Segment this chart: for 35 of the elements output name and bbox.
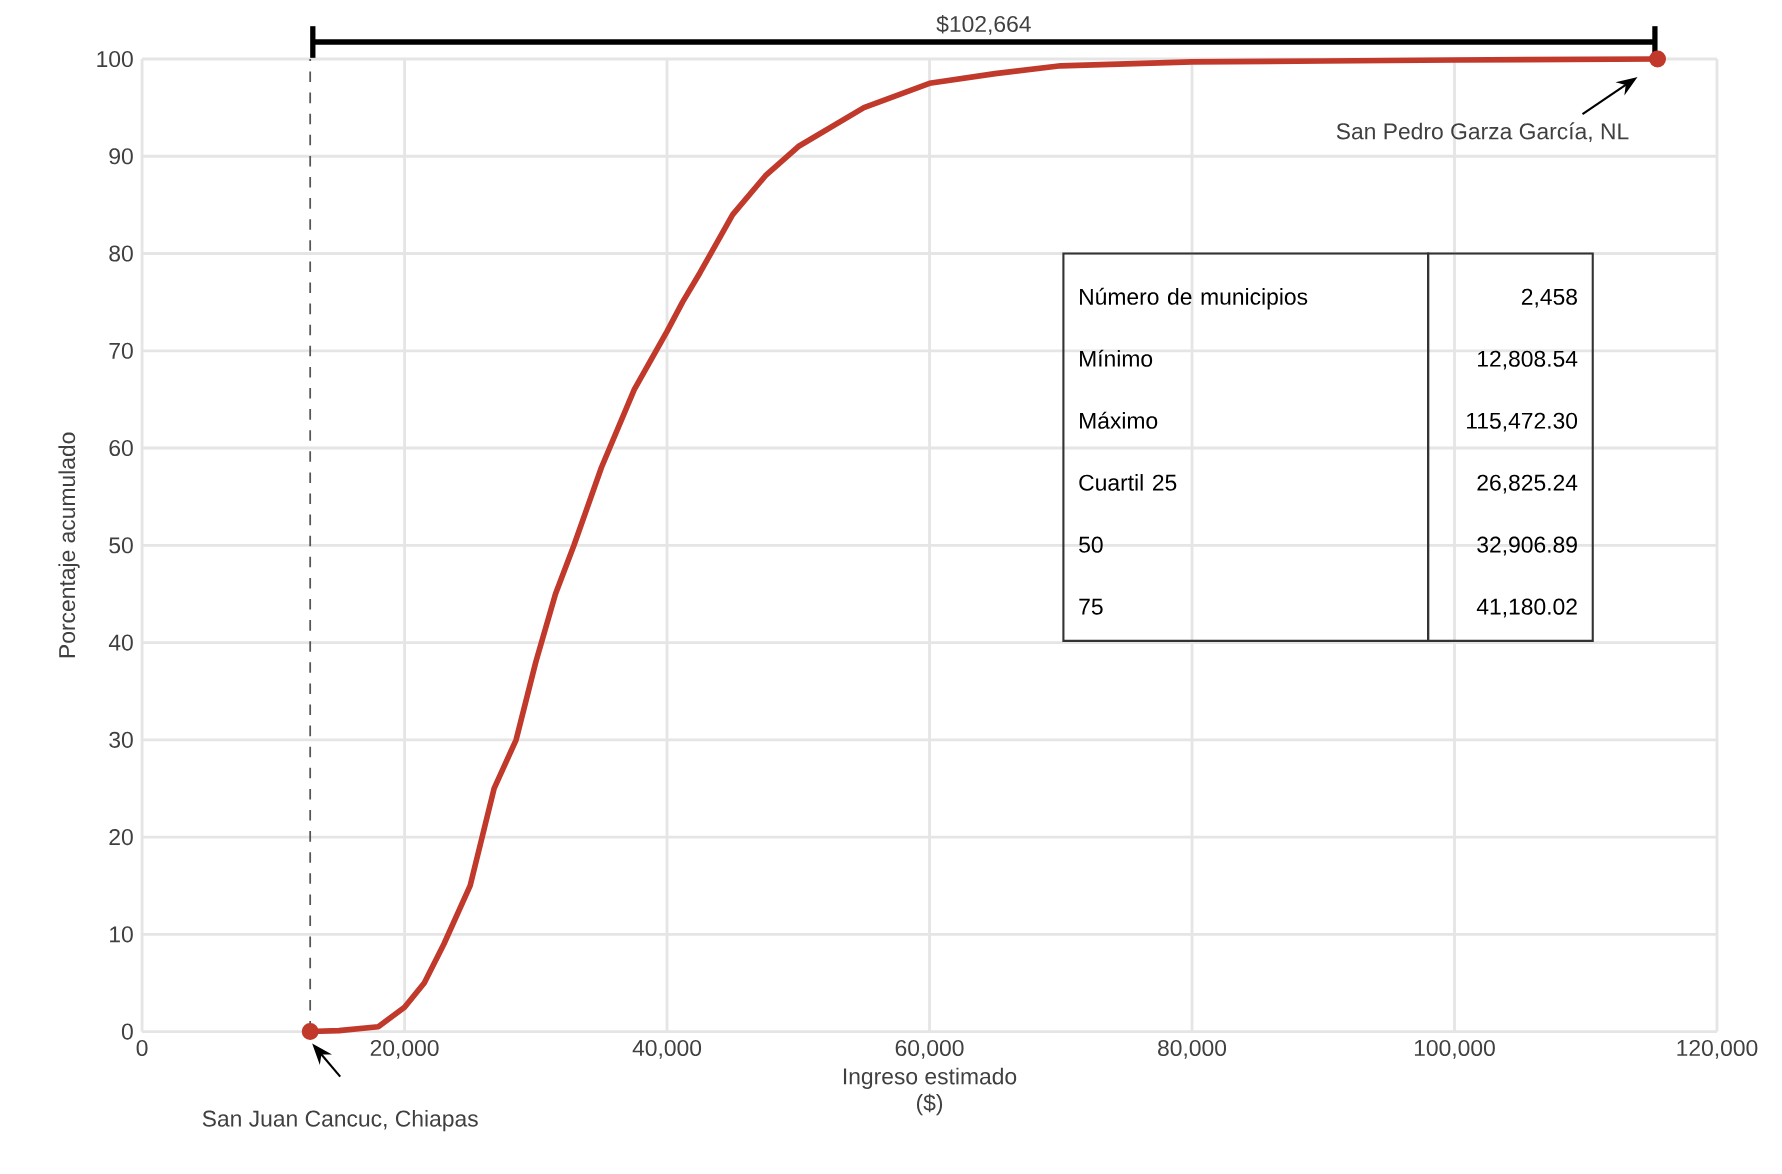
- annotation: 2,458: [1521, 288, 1577, 308]
- y-tick-label: 40: [108, 634, 133, 651]
- annotation: 50: [1079, 536, 1103, 553]
- y-tick-label: 70: [109, 342, 133, 360]
- annotation: San Pedro Garza García, NL: [1336, 122, 1629, 143]
- y-tick-label: 60: [109, 440, 133, 457]
- y-tick-label: 0: [121, 1023, 133, 1040]
- annotation: 41,180.02: [1476, 598, 1577, 618]
- x-tick-label: 20,000: [370, 1040, 439, 1059]
- y-tick-label: 10: [110, 926, 133, 943]
- x-tick-label: 40,000: [632, 1040, 702, 1059]
- annotation: Máximo: [1080, 411, 1158, 429]
- annotation: 26,825.24: [1477, 474, 1578, 494]
- annotation: Número de municipios: [1080, 288, 1308, 310]
- y-tick-label: 90: [109, 148, 133, 165]
- y-tick-label: 100: [97, 51, 133, 68]
- text: $102,664: [936, 15, 1031, 35]
- x-tick-label: 120,000: [1677, 1040, 1758, 1059]
- annotation: 115,472.30: [1467, 412, 1578, 432]
- x-tick-label: 0: [136, 1040, 148, 1057]
- x-tick-label: 60,000: [895, 1040, 964, 1059]
- annotation: 12,808.54: [1478, 350, 1578, 370]
- annotation: 32,906.89: [1477, 536, 1577, 556]
- annotation: Mínimo: [1080, 349, 1153, 368]
- y-tick-label: 50: [109, 537, 133, 554]
- y-tick-label: 20: [109, 829, 133, 846]
- x-tick-label: 80,000: [1158, 1040, 1227, 1059]
- annotation: Cuartil 25: [1079, 474, 1177, 491]
- y-axis-title: Porcentaje acumulado: [58, 432, 80, 658]
- text: San Juan Cancuc, Chiapas: [202, 1110, 478, 1132]
- y-tick-label: 80: [109, 245, 133, 262]
- y-tick-label: 30: [109, 731, 133, 749]
- x-tick-label: 100,000: [1414, 1040, 1495, 1059]
- x-axis-title: Ingreso estimado ($): [843, 1067, 1017, 1116]
- annotation: 75: [1079, 599, 1103, 615]
